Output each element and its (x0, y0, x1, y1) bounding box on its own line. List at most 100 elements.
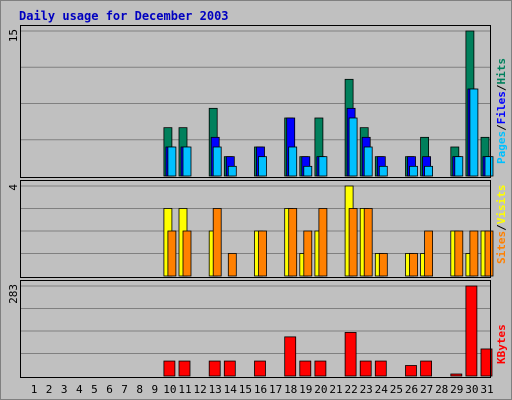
bar-sites-day-27 (424, 230, 434, 277)
bar-pages-day-29 (454, 156, 464, 177)
bar-sites-day-29 (454, 230, 464, 277)
x-tick-label-23: 23 (360, 383, 373, 396)
y-max-label: 4 (7, 184, 20, 191)
bar-sites-day-26 (409, 253, 418, 277)
x-tick-label-25: 25 (390, 383, 403, 396)
x-tick-label-22: 22 (344, 383, 357, 396)
bar-pages-day-24 (378, 165, 388, 177)
x-tick-label-7: 7 (121, 383, 128, 396)
bar-pages-day-31 (484, 156, 494, 177)
legend-item: Sites (495, 231, 508, 264)
bar-kbytes-day-18 (284, 336, 297, 377)
y-max-label: 283 (7, 284, 20, 304)
y-max-label: 15 (7, 29, 20, 42)
panel-border (20, 280, 491, 378)
x-tick-label-18: 18 (284, 383, 297, 396)
bar-pages-day-10 (167, 146, 177, 177)
bar-kbytes-day-11 (178, 360, 191, 377)
x-tick-label-8: 8 (136, 383, 143, 396)
bar-kbytes-day-29 (450, 373, 463, 377)
bar-sites-day-11 (182, 230, 192, 277)
panel-border (20, 180, 491, 278)
bar-kbytes-day-14 (223, 360, 236, 377)
legend-visits-sites: Sites/Visits (495, 185, 508, 265)
bar-pages-day-27 (424, 165, 434, 177)
legend-item: / (495, 84, 508, 91)
panel-visits-sites: 4 (7, 180, 494, 278)
bar-pages-day-11 (182, 146, 192, 177)
bar-kbytes-day-23 (359, 360, 372, 377)
legend-item: Visits (495, 185, 508, 225)
bar-pages-day-23 (363, 146, 373, 177)
bar-pages-day-26 (409, 165, 418, 177)
legend-item: Hits (495, 58, 508, 85)
bar-kbytes-day-13 (208, 360, 221, 377)
bar-sites-day-16 (258, 230, 267, 277)
bar-sites-day-13 (212, 208, 222, 277)
bar-sites-day-30 (469, 230, 479, 277)
bar-kbytes-day-30 (465, 285, 478, 377)
x-tick-label-19: 19 (299, 383, 312, 396)
bar-kbytes-day-19 (299, 360, 312, 377)
bar-kbytes-day-10 (163, 360, 176, 377)
bar-sites-day-18 (288, 208, 298, 277)
bar-kbytes-day-26 (405, 365, 417, 377)
x-tick-label-26: 26 (405, 383, 418, 396)
legend-item: KBytes (495, 324, 508, 364)
x-tick-label-5: 5 (91, 383, 98, 396)
x-tick-label-31: 31 (480, 383, 493, 396)
x-tick-label-4: 4 (76, 383, 83, 396)
x-tick-label-20: 20 (314, 383, 327, 396)
bar-pages-day-20 (318, 156, 328, 177)
legend-hits-files-pages: Pages/Files/Hits (495, 58, 508, 164)
x-tick-label-28: 28 (435, 383, 448, 396)
x-tick-label-30: 30 (465, 383, 478, 396)
legend-kbytes: KBytes (495, 324, 508, 364)
x-tick-label-2: 2 (46, 383, 53, 396)
bar-kbytes-day-22 (344, 332, 357, 377)
x-tick-label-29: 29 (450, 383, 463, 396)
legend-item: Pages (495, 131, 508, 164)
bar-sites-day-14 (227, 253, 237, 277)
panel-border (20, 25, 491, 178)
bar-pages-day-16 (258, 156, 267, 177)
x-tick-label-16: 16 (254, 383, 267, 396)
x-tick-label-21: 21 (329, 383, 342, 396)
x-axis: 1 2 3 4 5 6 7 8 9 10 11 12 13 14 15 16 17 18 19 20 21 22 23 24 2… (31, 383, 494, 396)
bar-pages-day-30 (469, 88, 479, 177)
x-tick-label-1: 1 (31, 383, 38, 396)
x-tick-label-13: 13 (209, 383, 222, 396)
legend-item: / (495, 124, 508, 131)
legend-item: Files (495, 91, 508, 124)
bar-pages-day-14 (227, 165, 237, 177)
legend-item: / (495, 224, 508, 231)
x-tick-label-11: 11 (178, 383, 191, 396)
bar-sites-day-31 (484, 230, 494, 277)
x-tick-label-17: 17 (269, 383, 282, 396)
x-tick-label-24: 24 (375, 383, 389, 396)
x-tick-label-10: 10 (163, 383, 176, 396)
bar-pages-day-18 (288, 146, 298, 177)
panel-hits-files-pages: 15 (7, 25, 494, 178)
panel-kbytes: 283 (7, 280, 493, 378)
bar-pages-day-13 (212, 146, 222, 177)
bar-sites-day-19 (303, 230, 313, 277)
bar-sites-day-24 (378, 253, 388, 277)
bar-kbytes-day-31 (480, 348, 493, 377)
bar-kbytes-day-16 (254, 360, 266, 377)
bar-kbytes-day-24 (374, 360, 387, 377)
x-tick-label-12: 12 (193, 383, 206, 396)
bar-pages-day-19 (303, 165, 313, 177)
bar-kbytes-day-20 (314, 360, 327, 377)
bar-sites-day-20 (318, 208, 328, 277)
bar-sites-day-10 (167, 230, 177, 277)
bar-pages-day-22 (348, 117, 358, 177)
x-tick-label-15: 15 (239, 383, 252, 396)
chart-panels: 15 4 283 (7, 25, 494, 378)
bar-sites-day-22 (348, 208, 358, 277)
x-tick-label-27: 27 (420, 383, 433, 396)
x-tick-label-6: 6 (106, 383, 113, 396)
x-tick-label-9: 9 (151, 383, 158, 396)
